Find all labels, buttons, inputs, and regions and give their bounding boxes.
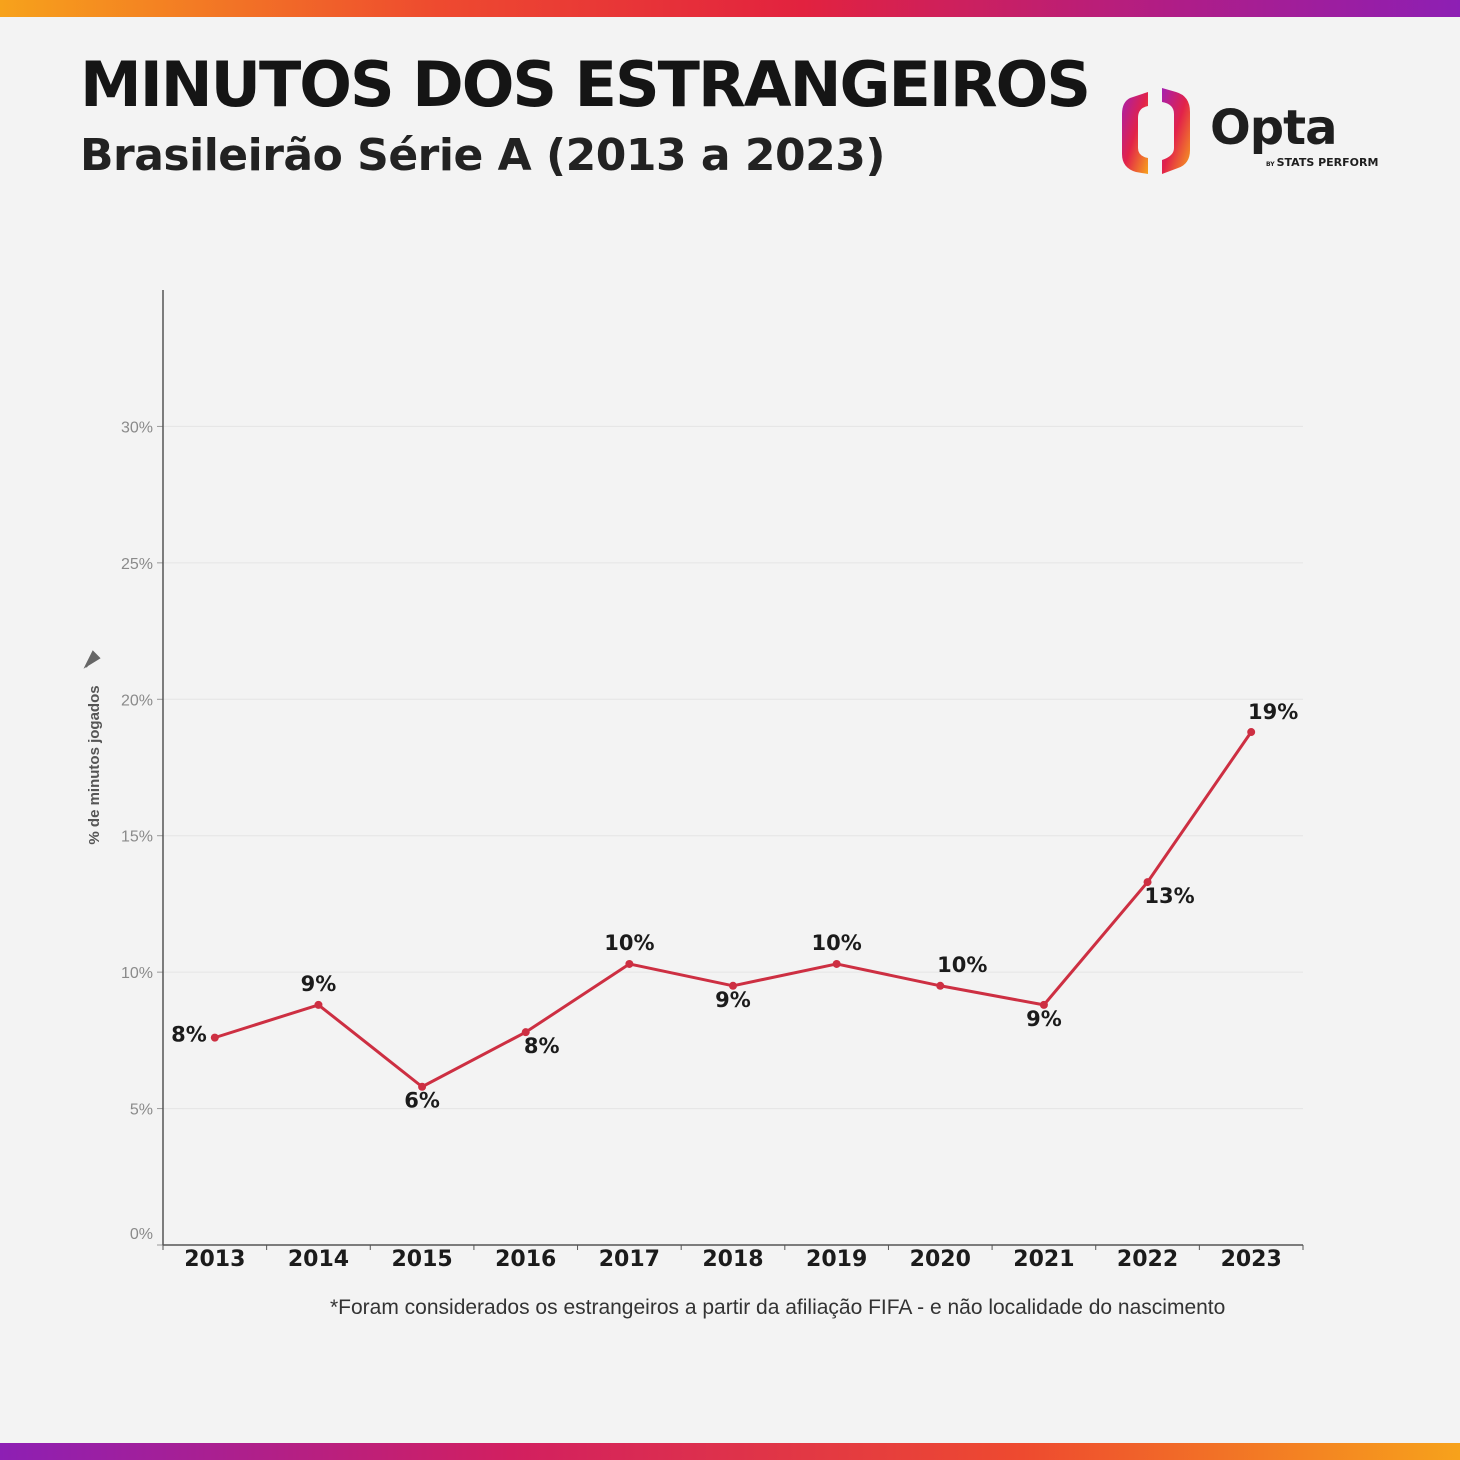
data-label: 13% (1144, 884, 1194, 908)
data-point (729, 981, 737, 990)
x-tick-label: 2013 (184, 1247, 245, 1272)
x-tick-label: 2023 (1221, 1247, 1282, 1272)
x-tick-label: 2019 (806, 1247, 867, 1272)
data-point (832, 959, 841, 968)
top-gradient-bar (0, 0, 1460, 17)
y-axis-title: % de minutos jogados (86, 685, 103, 844)
data-label: 9% (301, 972, 337, 996)
x-tick-label: 2021 (1013, 1247, 1074, 1272)
pin-icon (83, 650, 101, 669)
y-tick-label: 30% (121, 419, 153, 436)
data-label: 9% (715, 988, 751, 1012)
data-labels: 8% 9% 6% 8% 10% 9% 10% 10% 9% 13% 19% (171, 700, 1298, 1113)
data-label: 8% (524, 1034, 560, 1058)
y-tick-label: 15% (121, 829, 153, 846)
x-tick-label: 2015 (391, 1247, 452, 1272)
data-label: 6% (404, 1089, 440, 1113)
gridlines (163, 425, 1303, 1110)
data-point (314, 1000, 323, 1009)
data-label: 10% (812, 931, 862, 955)
data-label: 19% (1248, 700, 1298, 724)
data-point (1143, 878, 1152, 887)
bottom-gradient-bar (0, 1443, 1460, 1460)
data-label: 8% (171, 1023, 207, 1047)
y-tick-label: 5% (130, 1102, 153, 1119)
data-point (521, 1028, 530, 1037)
chart-footnote: *Foram considerados os estrangeiros a pa… (330, 1296, 1226, 1319)
chart-title: MINUTOS DOS ESTRANGEIROS (80, 48, 1091, 121)
data-label: 9% (1026, 1007, 1062, 1031)
data-point (625, 959, 634, 968)
opta-logo: Opta BY STATS PERFORM (1118, 84, 1398, 180)
x-tick-label: 2016 (495, 1247, 556, 1272)
y-tick-label: 0% (130, 1226, 153, 1243)
x-tick-label: 2017 (599, 1247, 660, 1272)
x-tick-label: 2018 (702, 1247, 763, 1272)
opta-mark-icon (1122, 88, 1190, 174)
data-series (210, 728, 1256, 1091)
data-point (418, 1082, 427, 1091)
y-tick-label: 10% (121, 965, 153, 982)
data-point (1247, 728, 1256, 737)
chart-subtitle: Brasileirão Série A (2013 a 2023) (80, 130, 885, 181)
data-point (1039, 1000, 1048, 1009)
y-tick-label: 25% (121, 556, 153, 573)
opta-wordmark: Opta (1210, 100, 1337, 156)
data-point (210, 1033, 219, 1042)
data-label: 10% (604, 931, 654, 955)
x-tick-label: 2022 (1117, 1247, 1178, 1272)
data-point (936, 981, 945, 990)
data-label: 10% (937, 953, 987, 977)
series-line (214, 731, 1253, 1089)
x-tick-label: 2014 (288, 1247, 349, 1272)
x-tick-label: 2020 (910, 1247, 971, 1272)
y-tick-label: 20% (121, 692, 153, 709)
opta-tagline: BY STATS PERFORM (1266, 156, 1379, 169)
axes: 0% 5% 10% 15% 20% 25% 30% 2013 2014 2015 2016 2017 2… (83, 290, 1304, 1272)
